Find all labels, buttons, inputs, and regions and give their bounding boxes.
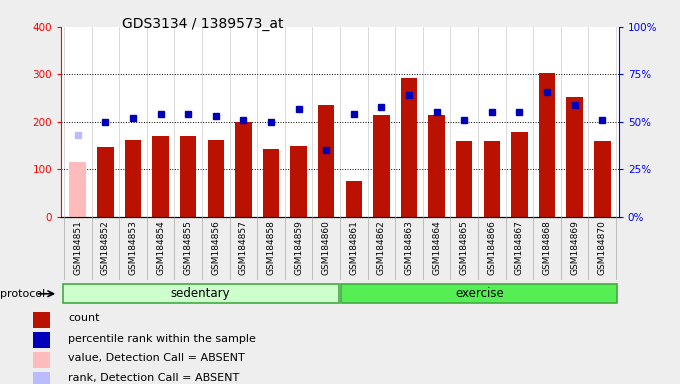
Text: GSM184855: GSM184855 <box>184 220 192 275</box>
Bar <box>566 97 583 217</box>
Text: exercise: exercise <box>455 287 504 300</box>
Text: GSM184864: GSM184864 <box>432 220 441 275</box>
Text: GSM184851: GSM184851 <box>73 220 82 275</box>
Bar <box>341 284 617 303</box>
Bar <box>539 73 556 217</box>
Text: GSM184861: GSM184861 <box>350 220 358 275</box>
Text: GSM184860: GSM184860 <box>322 220 330 275</box>
Text: GSM184869: GSM184869 <box>570 220 579 275</box>
Bar <box>290 146 307 217</box>
Text: GSM184862: GSM184862 <box>377 220 386 275</box>
Bar <box>180 136 197 217</box>
Text: protocol: protocol <box>0 289 46 299</box>
Bar <box>63 284 339 303</box>
Bar <box>456 141 473 217</box>
Bar <box>207 139 224 217</box>
Bar <box>69 162 86 217</box>
Text: GSM184852: GSM184852 <box>101 220 110 275</box>
Text: GSM184867: GSM184867 <box>515 220 524 275</box>
Text: sedentary: sedentary <box>171 287 231 300</box>
Bar <box>262 149 279 217</box>
Text: value, Detection Call = ABSENT: value, Detection Call = ABSENT <box>68 353 245 364</box>
Bar <box>428 115 445 217</box>
Text: count: count <box>68 313 99 323</box>
Bar <box>97 147 114 217</box>
Bar <box>152 136 169 217</box>
Text: GSM184853: GSM184853 <box>129 220 137 275</box>
Bar <box>345 181 362 217</box>
Bar <box>33 312 50 328</box>
Bar <box>483 141 500 217</box>
Text: GSM184858: GSM184858 <box>267 220 275 275</box>
Text: GSM184865: GSM184865 <box>460 220 469 275</box>
Text: percentile rank within the sample: percentile rank within the sample <box>68 334 256 344</box>
Text: GSM184859: GSM184859 <box>294 220 303 275</box>
Text: GSM184863: GSM184863 <box>405 220 413 275</box>
Text: GSM184857: GSM184857 <box>239 220 248 275</box>
Bar <box>511 132 528 217</box>
Text: GSM184854: GSM184854 <box>156 220 165 275</box>
Text: GSM184870: GSM184870 <box>598 220 607 275</box>
Bar <box>318 105 335 217</box>
Bar <box>594 141 611 217</box>
Text: GSM184866: GSM184866 <box>488 220 496 275</box>
Bar <box>373 115 390 217</box>
Bar <box>33 332 50 348</box>
Text: rank, Detection Call = ABSENT: rank, Detection Call = ABSENT <box>68 373 239 383</box>
Bar <box>124 140 141 217</box>
Text: GSM184856: GSM184856 <box>211 220 220 275</box>
Bar <box>235 122 252 217</box>
Text: GSM184868: GSM184868 <box>543 220 551 275</box>
Bar <box>33 372 50 384</box>
Bar <box>33 352 50 368</box>
Bar <box>401 78 418 217</box>
Text: GDS3134 / 1389573_at: GDS3134 / 1389573_at <box>122 17 284 31</box>
